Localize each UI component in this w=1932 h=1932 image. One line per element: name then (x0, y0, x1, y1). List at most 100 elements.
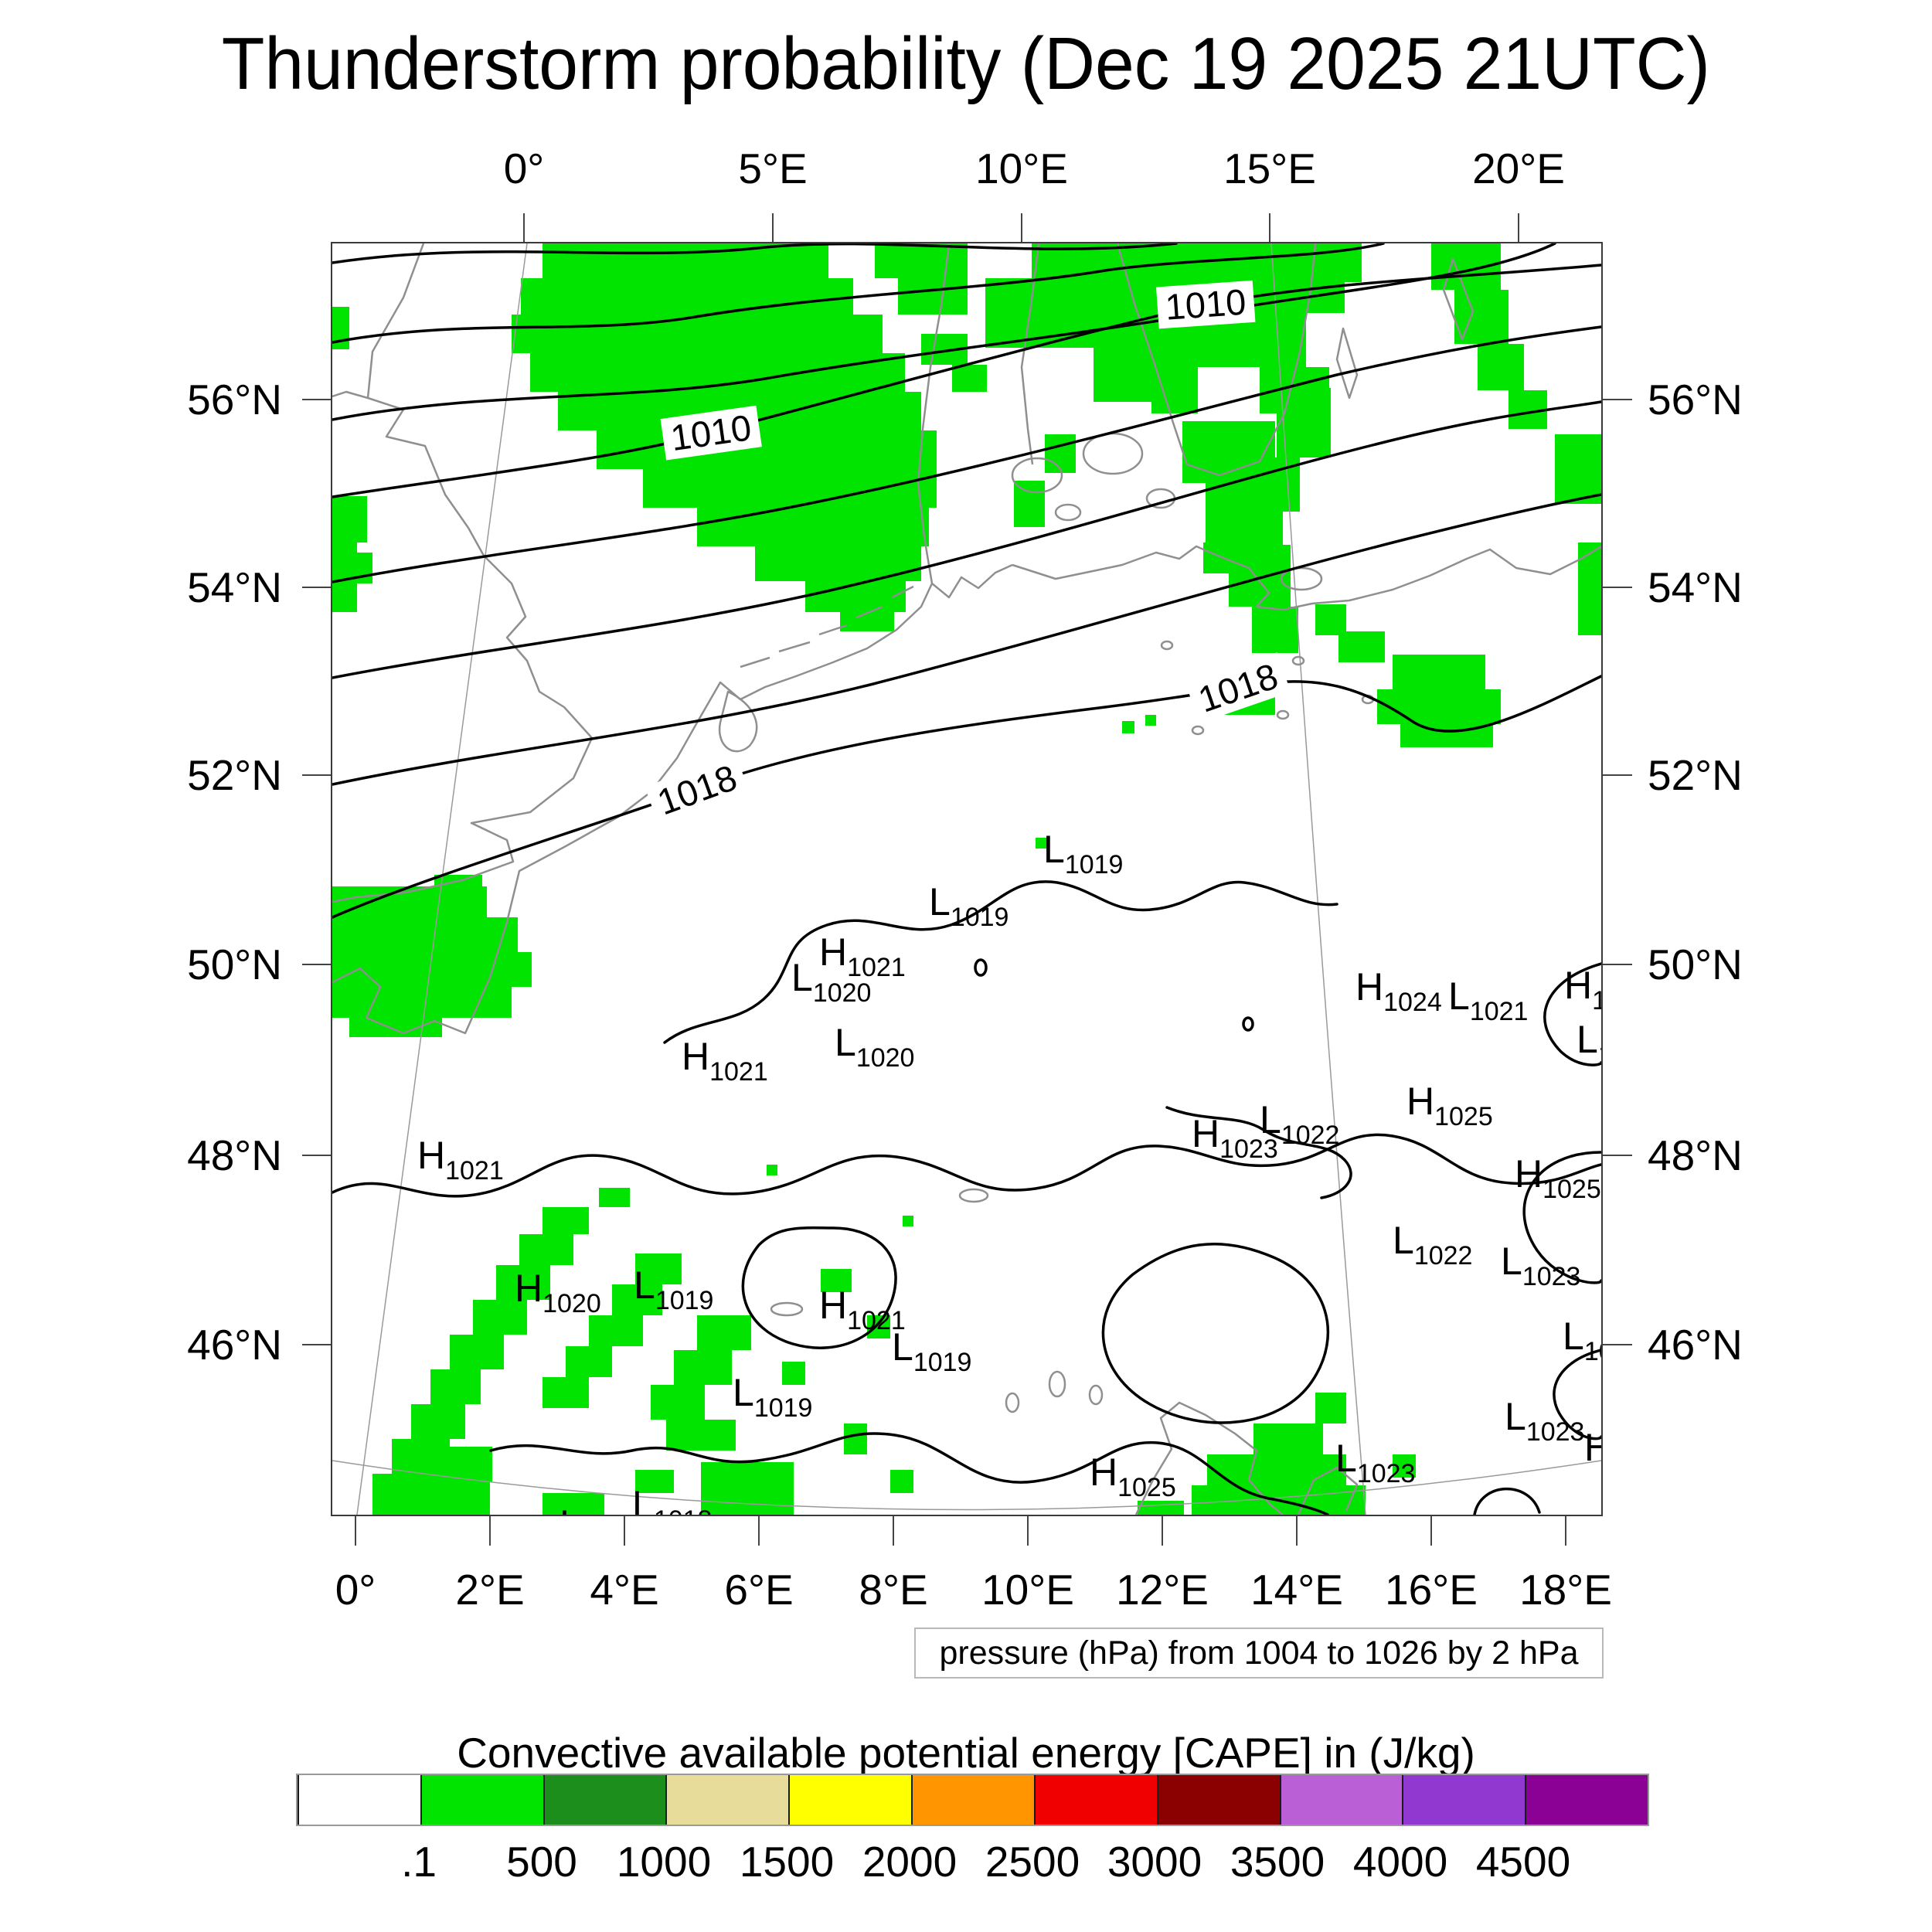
axis-tick (523, 213, 525, 242)
longitude-label: 4°E (590, 1566, 659, 1614)
pressure-center-value: 1020 (812, 978, 872, 1008)
page-title: Thunderstorm probability (Dec 19 2025 21… (0, 22, 1932, 107)
isobar-tiny-closed-1 (974, 958, 988, 977)
pressure-center: H1025 (1406, 1082, 1493, 1130)
pressure-center-letter: L (1448, 975, 1470, 1018)
cape-patch (697, 508, 929, 546)
pressure-center: H10 (1564, 966, 1601, 1014)
cape-patch (473, 1300, 527, 1335)
pressure-center-value: 1021 (847, 953, 906, 982)
longitude-label: 12°E (1116, 1566, 1209, 1614)
colorbar-cell (420, 1775, 543, 1825)
cape-patch (875, 243, 968, 278)
cape-patch (1229, 545, 1291, 607)
pressure-center-letter: H (819, 1284, 848, 1327)
lake-garda (1048, 1370, 1066, 1398)
colorbar-cell (1402, 1775, 1526, 1825)
lakes-masuria-6 (1276, 709, 1290, 720)
cape-patch (898, 278, 968, 315)
pressure-center-value: 1019 (753, 1393, 813, 1423)
axis-tick (1269, 213, 1270, 242)
longitude-label: 0° (503, 145, 545, 192)
pressure-center: H1021 (417, 1136, 504, 1184)
isobar-1019-pocket (663, 880, 1338, 1044)
cape-patch (1122, 721, 1134, 733)
axis-tick (758, 1515, 760, 1546)
longitude-label: 20°E (1472, 145, 1565, 192)
axis-tick (772, 213, 774, 242)
coast-adriatic (1134, 1401, 1359, 1515)
pressure-center: L1021 (1448, 977, 1528, 1025)
isobar-1018 (332, 675, 1601, 919)
axis-tick (893, 1515, 894, 1546)
pressure-center-value: 1019 (655, 1286, 714, 1315)
cape-patch (635, 1470, 674, 1493)
axis-tick (1601, 1155, 1632, 1156)
latitude-label: 54°N (1648, 563, 1743, 611)
isobar-1010 (332, 264, 1601, 498)
cape-patch (903, 1216, 913, 1226)
cape-patch (643, 469, 937, 508)
longitude-label: 14°E (1250, 1566, 1343, 1614)
colorbar-tick-label: 3000 (1107, 1838, 1202, 1886)
lakes-masuria-3 (1291, 655, 1305, 666)
cape-patch (782, 1362, 805, 1385)
pressure-center-value: 1024 (1383, 988, 1442, 1017)
cape-patch (430, 1369, 481, 1404)
lake-maggiore (1005, 1392, 1020, 1413)
meridian-15E (1270, 243, 1366, 1515)
pressure-center-letter: L (1335, 1437, 1357, 1480)
pressure-center: L1023 (1505, 1397, 1584, 1445)
pressure-center-value: 1023 (1526, 1417, 1585, 1447)
pressure-center: L1023 (1335, 1439, 1415, 1487)
isobar-1014 (332, 400, 1601, 679)
longitude-label: 18°E (1519, 1566, 1612, 1614)
pressure-caption-box: pressure (hPa) from 1004 to 1026 by 2 hP… (914, 1628, 1604, 1679)
isobar-tiny-closed-2 (1242, 1016, 1254, 1032)
cape-patch (1252, 607, 1298, 653)
pressure-center-value: 1022 (1413, 1241, 1473, 1270)
legend-title: Convective available potential energy [C… (457, 1729, 1475, 1777)
pressure-center-value: 1021 (445, 1156, 504, 1185)
pressure-center: L1018 (560, 1505, 639, 1515)
axis-tick (302, 1155, 331, 1156)
pressure-center: L1022 (1260, 1100, 1339, 1148)
pressure-center-letter: L (634, 1264, 655, 1307)
pressure-center-value: 1019 (950, 903, 1009, 932)
pressure-center-letter: L (733, 1371, 754, 1414)
longitude-label: 0° (335, 1566, 376, 1614)
coast-scotland-inlet (332, 390, 369, 400)
cape-patch (755, 546, 921, 581)
cape-patch (332, 496, 367, 543)
axis-tick (1027, 1515, 1029, 1546)
pressure-caption-text: pressure (hPa) from 1004 to 1026 by 2 hP… (939, 1634, 1579, 1672)
axis-tick (1162, 1515, 1163, 1546)
pressure-center: L10 (1577, 1020, 1601, 1068)
latitude-label: 54°N (187, 563, 282, 611)
lake-small (1088, 1384, 1104, 1406)
cape-colorbar (296, 1774, 1649, 1826)
cape-patch (1014, 481, 1045, 527)
axis-tick (1601, 587, 1632, 588)
lakes-masuria-5 (1191, 725, 1205, 736)
island-sjaelland (1082, 432, 1144, 475)
colorbar-cell (788, 1775, 912, 1825)
axis-tick (489, 1515, 491, 1546)
pressure-center-letter: H (682, 1035, 710, 1078)
pressure-center-letter: H (515, 1267, 543, 1310)
cape-patch (867, 1315, 890, 1338)
longitude-label: 2°E (455, 1566, 525, 1614)
cape-patch (674, 1350, 732, 1385)
cape-patch (701, 1462, 794, 1515)
cape-patch (1578, 543, 1601, 635)
pressure-center-letter: L (1260, 1098, 1281, 1141)
coast-wadden-islands (740, 585, 914, 668)
pressure-center-value: 1019 (1064, 850, 1124, 879)
pressure-center: H1025 (1090, 1453, 1176, 1501)
cape-patch (403, 1481, 490, 1515)
coast-ijsselmeer (718, 690, 758, 753)
cape-patch (1555, 434, 1601, 504)
isobar-1020-meander (332, 1133, 1601, 1198)
pressure-center: L1019 (733, 1373, 812, 1421)
axis-tick (1601, 774, 1632, 776)
